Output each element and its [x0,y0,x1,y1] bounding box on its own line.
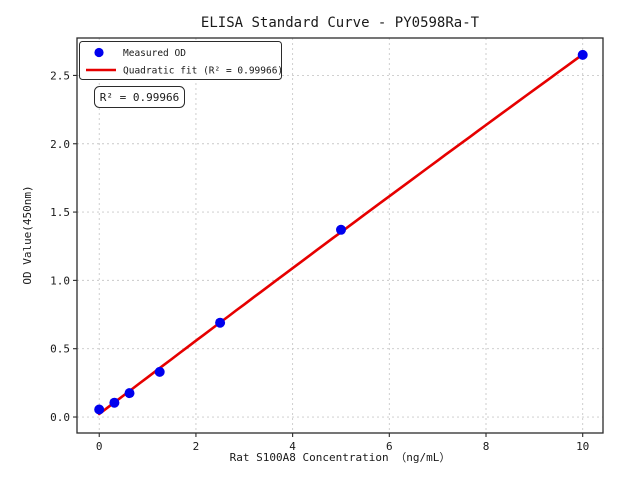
annotation-box [94,86,185,108]
y-tick-label: 1.0 [50,274,70,287]
r-squared-annotation: R² = 0.99966 [94,86,185,108]
legend-label-quadratic-fit: Quadratic fit (R² = 0.99966) [123,66,283,77]
chart-title: ELISA Standard Curve - PY0598Ra-T [201,15,480,31]
x-tick-label: 8 [483,440,490,453]
y-tick-label: 2.5 [50,69,70,82]
data-point [336,224,346,235]
x-tick-label: 10 [576,440,589,453]
plot-border [76,37,604,434]
data-point [577,49,588,60]
data-point [109,397,120,408]
y-tick-label: 1.5 [50,206,70,219]
legend-frame [79,41,282,80]
data-point [124,388,135,399]
plot-render-layer: 0 2 4 6 8 10 0.0 0.5 1.0 1.5 2.0 2.5 [50,37,604,453]
legend-label-measured-od: Measured OD [123,48,186,59]
legend-marker-measured-od-icon [94,47,104,58]
data-point [94,404,105,415]
x-tick-label: 6 [386,440,393,453]
x-tick-label: 2 [193,440,200,453]
x-tick-label: 4 [289,440,296,453]
y-tick-label: 2.0 [50,138,70,151]
data-point [154,366,165,377]
annotation-text: R² = 0.99966 [100,91,179,104]
data-point [215,317,226,328]
y-tick-label: 0.5 [50,343,70,356]
y-axis-label: OD Value(450nm) [21,185,34,284]
y-tick-label: 0.0 [50,411,70,424]
legend: Measured OD Quadratic fit (R² = 0.99966) [79,41,283,80]
x-axis-label: Rat S100A8 Concentration （ng/mL） [230,451,451,464]
x-tick-label: 0 [96,440,103,453]
